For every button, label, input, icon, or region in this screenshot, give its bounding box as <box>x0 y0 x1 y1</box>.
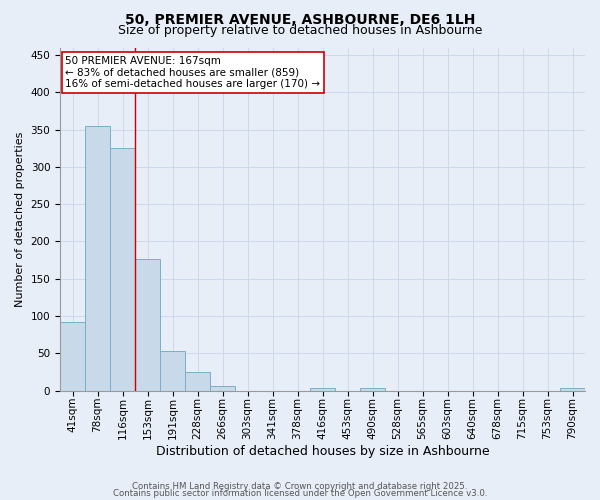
Text: 50, PREMIER AVENUE, ASHBOURNE, DE6 1LH: 50, PREMIER AVENUE, ASHBOURNE, DE6 1LH <box>125 12 475 26</box>
Bar <box>110 148 135 390</box>
Bar <box>560 388 585 390</box>
Bar <box>135 258 160 390</box>
Text: Contains public sector information licensed under the Open Government Licence v3: Contains public sector information licen… <box>113 490 487 498</box>
Bar <box>60 322 85 390</box>
Text: Size of property relative to detached houses in Ashbourne: Size of property relative to detached ho… <box>118 24 482 37</box>
Bar <box>160 351 185 391</box>
Text: 50 PREMIER AVENUE: 167sqm
← 83% of detached houses are smaller (859)
16% of semi: 50 PREMIER AVENUE: 167sqm ← 83% of detac… <box>65 56 320 90</box>
Bar <box>210 386 235 390</box>
Bar <box>85 126 110 390</box>
Text: Contains HM Land Registry data © Crown copyright and database right 2025.: Contains HM Land Registry data © Crown c… <box>132 482 468 491</box>
Bar <box>360 388 385 390</box>
Y-axis label: Number of detached properties: Number of detached properties <box>15 132 25 306</box>
X-axis label: Distribution of detached houses by size in Ashbourne: Distribution of detached houses by size … <box>156 444 490 458</box>
Bar <box>310 388 335 390</box>
Bar <box>185 372 210 390</box>
